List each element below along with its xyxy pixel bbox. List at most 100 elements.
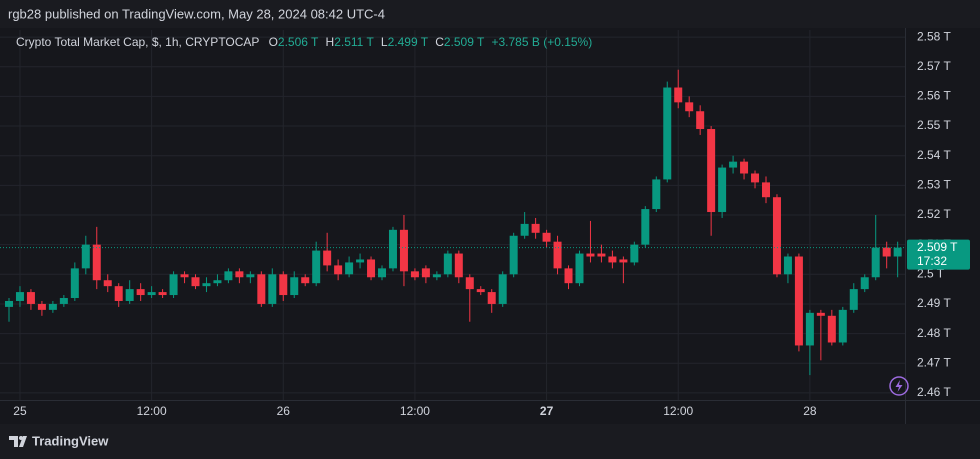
candle-body: [15, 292, 24, 301]
y-tick-label: 2.54 T: [917, 148, 951, 162]
candle-body: [586, 253, 595, 257]
candle-body: [323, 250, 332, 266]
candle-body: [290, 277, 299, 296]
candle-body: [871, 247, 880, 278]
candle-body: [312, 250, 321, 284]
x-tick-label: 12:00: [400, 404, 430, 418]
alert-icon-ring: [889, 376, 909, 396]
candle-body: [59, 298, 68, 304]
candle-body: [707, 129, 716, 213]
candle-body: [158, 292, 167, 296]
y-tick-label: 2.48 T: [917, 326, 951, 340]
candle-body: [114, 286, 123, 301]
x-tick-label: 12:00: [137, 404, 167, 418]
candle-body: [652, 179, 661, 210]
candle-body: [147, 292, 156, 296]
candle-body: [849, 289, 858, 310]
candle-body: [487, 292, 496, 304]
candle-body: [235, 271, 244, 278]
legend-h: 2.511 T: [334, 35, 374, 49]
legend-change: +3.785 B (+0.15%): [491, 35, 592, 49]
candle-body: [180, 274, 189, 278]
last-price-box: [907, 239, 970, 270]
candle-body: [334, 265, 343, 275]
legend-l: 2.499 T: [388, 35, 429, 49]
published-note: rgb28 published on TradingView.com, May …: [8, 6, 385, 21]
candle-body: [345, 262, 354, 275]
y-tick-label: 2.5 T: [917, 266, 945, 280]
x-tick-label: 28: [803, 404, 817, 418]
candle-body: [443, 253, 452, 275]
candle-body: [718, 167, 727, 213]
y-tick-label: 2.57 T: [917, 59, 951, 73]
candle-body: [597, 253, 606, 257]
candle-body: [827, 315, 836, 343]
candle-body: [772, 197, 781, 275]
candle-body: [838, 309, 847, 343]
logo-dot: [19, 436, 23, 440]
footer-logo: [9, 436, 27, 447]
x-tick-label: 12:00: [663, 404, 693, 418]
candle-body: [740, 161, 749, 174]
candle-body: [301, 277, 310, 284]
candle-body: [213, 280, 222, 284]
candle-body: [367, 259, 376, 278]
y-tick-label: 2.47 T: [917, 355, 951, 369]
x-tick-label: 27: [540, 404, 554, 418]
y-tick-label: 2.49 T: [917, 296, 951, 310]
candle-body: [81, 244, 90, 269]
footer-brand: TradingView: [32, 433, 109, 448]
candle-body: [246, 274, 255, 278]
candle-body: [454, 253, 463, 278]
candle-body: [103, 280, 112, 287]
candle-body: [542, 232, 551, 242]
legend-l-label: L: [381, 35, 388, 49]
candles: [0, 69, 905, 376]
countdown-label: 17:32: [917, 254, 947, 268]
candle-body: [399, 229, 408, 272]
candle-body: [410, 271, 419, 278]
x-tick-label: 26: [277, 404, 291, 418]
candle-body: [191, 277, 200, 287]
candle-body: [378, 268, 387, 278]
candle-body: [498, 274, 507, 304]
candle-body: [169, 274, 178, 296]
y-tick-label: 2.56 T: [917, 89, 951, 103]
legend-c-label: C: [435, 35, 444, 49]
legend-o-label: O: [269, 35, 278, 49]
candle-body: [696, 111, 705, 130]
candle-body: [257, 274, 266, 304]
candle-body: [794, 256, 803, 346]
candle-body: [564, 268, 573, 284]
candle-body: [279, 274, 288, 296]
candle-body: [663, 87, 672, 180]
legend-h-label: H: [326, 35, 335, 49]
candle-body: [893, 247, 902, 257]
candle-body: [531, 223, 540, 233]
candle-body: [520, 223, 529, 236]
y-tick-label: 2.46 T: [917, 385, 951, 399]
candle-body: [575, 253, 584, 284]
alert-icon-bolt: [895, 380, 903, 392]
candle-body: [224, 271, 233, 281]
axes: 2.46 T2.47 T2.48 T2.49 T2.5 T2.51 T2.52 …: [0, 28, 980, 424]
candle-body: [816, 312, 825, 316]
candle-body: [619, 259, 628, 263]
y-tick-label: 2.53 T: [917, 178, 951, 192]
footer-bar: [0, 424, 980, 459]
candle-body: [751, 173, 760, 183]
candle-body: [37, 303, 46, 310]
y-tick-label: 2.55 T: [917, 118, 951, 132]
alert-icon[interactable]: [889, 376, 909, 396]
candle-body: [48, 303, 57, 310]
candle-body: [476, 289, 485, 293]
x-tick-label: 25: [13, 404, 27, 418]
candle-body: [608, 256, 617, 263]
candle-body: [268, 274, 277, 304]
last-price-label: 2.509 T: [917, 240, 958, 254]
candle-body: [641, 209, 650, 245]
candle-body: [125, 289, 134, 301]
candle-body: [92, 244, 101, 281]
candle-body: [729, 161, 738, 168]
